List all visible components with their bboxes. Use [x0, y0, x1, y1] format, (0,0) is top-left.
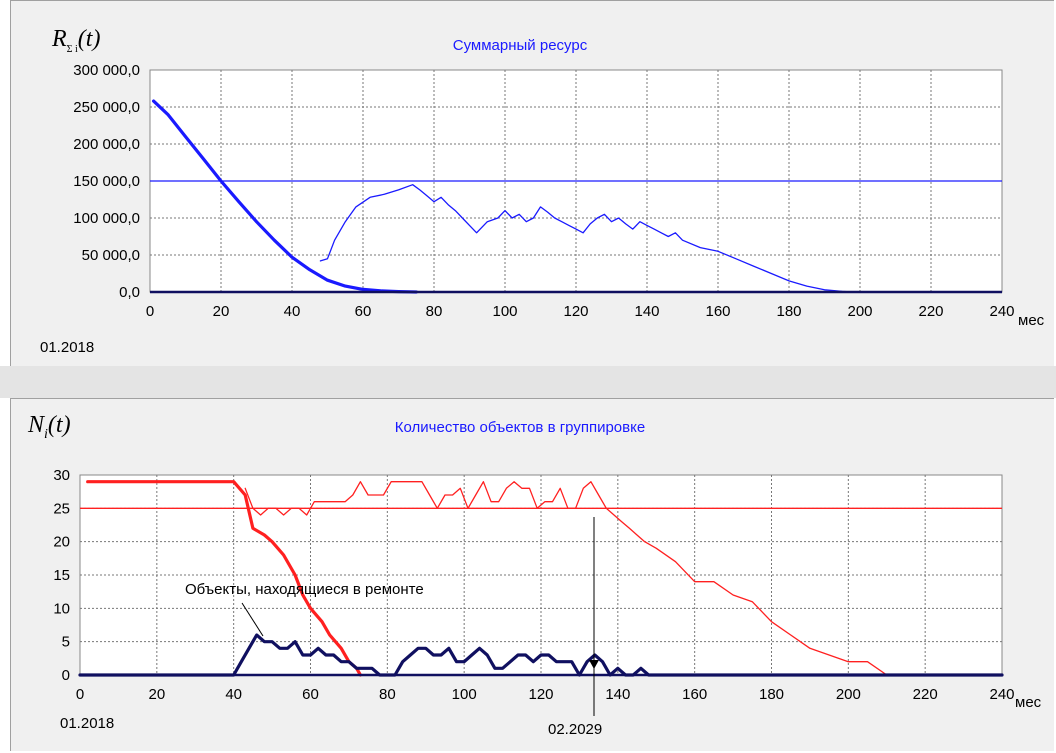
x-tick-label: 240	[989, 686, 1014, 703]
y-tick-label: 50 000,0	[82, 247, 140, 264]
x-tick-label: 60	[355, 303, 372, 320]
x-tick-label: 120	[563, 303, 588, 320]
x-tick-label: 20	[148, 686, 165, 703]
x-tick-label: 200	[847, 303, 872, 320]
y-tick-label: 10	[53, 600, 70, 617]
start-date-label: 01.2018	[40, 339, 94, 356]
x-tick-label: 200	[836, 686, 861, 703]
x-tick-label: 100	[492, 303, 517, 320]
date-marker-arrow	[589, 660, 599, 669]
y-tick-label: 25	[53, 500, 70, 517]
y-tick-label: 20	[53, 534, 70, 551]
chart-title: Суммарный ресурс	[453, 37, 588, 54]
x-tick-label: 40	[225, 686, 242, 703]
y-tick-label: 15	[53, 567, 70, 584]
x-tick-label: 140	[605, 686, 630, 703]
start-date-label: 01.2018	[60, 715, 114, 732]
x-tick-label: 40	[284, 303, 301, 320]
x-tick-label: 20	[213, 303, 230, 320]
x-tick-labels: 0 20 40 60 80 100 120 140 160 180 200 220 240	[146, 303, 1015, 320]
x-tick-label: 220	[913, 686, 938, 703]
series-group	[150, 99, 1002, 294]
x-tick-label: 180	[759, 686, 784, 703]
repair-annotation-pointer	[241, 602, 264, 637]
chart-title: Количество объектов в группировке	[395, 419, 645, 436]
date-annotation: 02.2029	[548, 721, 602, 738]
y-tick-label: 100 000,0	[73, 210, 140, 227]
x-tick-label: 80	[379, 686, 396, 703]
x-tick-label: 220	[918, 303, 943, 320]
series-group	[78, 480, 1004, 677]
x-tick-label: 180	[776, 303, 801, 320]
objects-count-chart: 0 5 10 15 20 25 30 0 20 40 60 80 100 120 140 160 180 200…	[27, 412, 1042, 738]
y-tick-label: 0	[62, 667, 70, 684]
x-tick-label: 160	[705, 303, 730, 320]
series-line-0	[152, 99, 418, 294]
x-tick-label: 100	[452, 686, 477, 703]
x-tick-label: 60	[302, 686, 319, 703]
y-tick-label: 5	[62, 634, 70, 651]
x-unit-label: мес	[1018, 312, 1045, 329]
x-tick-label: 120	[528, 686, 553, 703]
resource-chart: 0,0 50 000,0 100 000,0 150 000,0 200 000,0 25…	[40, 26, 1045, 356]
x-tick-label: 0	[146, 303, 154, 320]
panel-separator	[0, 366, 1056, 398]
repair-annotation: Объекты, находящиеся в ремонте	[185, 581, 424, 598]
y-axis-label: Ni(t)	[27, 412, 71, 442]
x-tick-labels: 0 20 40 60 80 100 120 140 160 180 200 220 240	[76, 686, 1015, 703]
series-line-1	[319, 184, 854, 293]
x-tick-label: 80	[426, 303, 443, 320]
y-axis-label: RΣ i(t)	[51, 26, 100, 55]
x-tick-label: 0	[76, 686, 84, 703]
x-tick-label: 240	[989, 303, 1014, 320]
series-line-0	[86, 480, 362, 677]
y-tick-label: 0,0	[119, 284, 140, 301]
x-tick-label: 140	[634, 303, 659, 320]
y-tick-label: 30	[53, 467, 70, 484]
y-tick-label: 300 000,0	[73, 62, 140, 79]
series-line-2	[78, 633, 1004, 677]
y-tick-label: 250 000,0	[73, 99, 140, 116]
x-unit-label: мес	[1015, 694, 1042, 711]
x-tick-label: 160	[682, 686, 707, 703]
y-tick-label: 150 000,0	[73, 173, 140, 190]
series-line-1	[244, 481, 888, 676]
y-tick-label: 200 000,0	[73, 136, 140, 153]
y-tick-labels: 0 5 10 15 20 25 30	[53, 467, 70, 684]
y-tick-labels: 0,0 50 000,0 100 000,0 150 000,0 200 000,0 25…	[73, 62, 140, 301]
